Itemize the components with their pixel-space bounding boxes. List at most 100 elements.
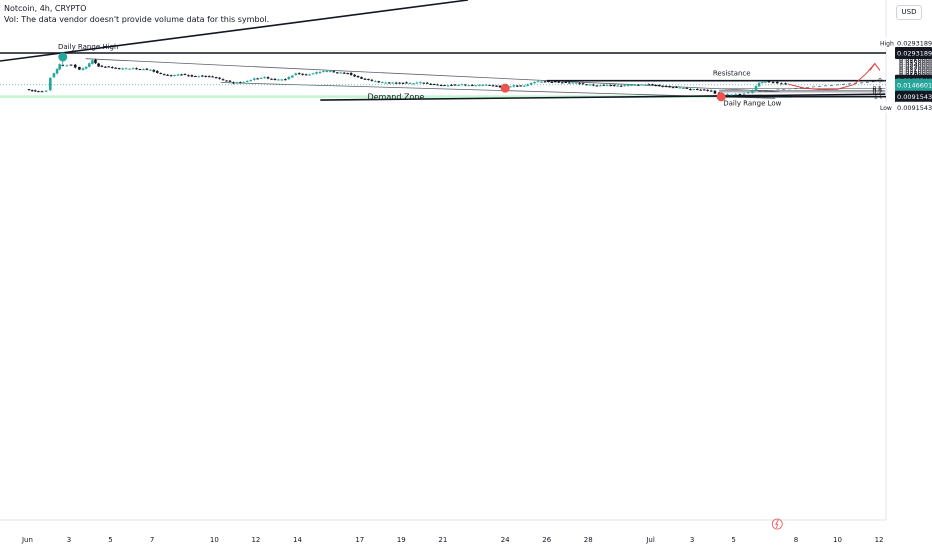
candle-body bbox=[311, 73, 315, 75]
currency-button[interactable]: USD bbox=[896, 5, 922, 20]
candle-body bbox=[664, 86, 668, 88]
candle-body bbox=[155, 71, 159, 73]
candle-body bbox=[429, 83, 433, 85]
candle-body bbox=[578, 83, 581, 85]
daily-high-price-bg bbox=[895, 47, 932, 59]
candle-body bbox=[640, 84, 644, 86]
candle-body bbox=[592, 84, 595, 86]
candle-body bbox=[692, 88, 696, 90]
x-tick-label: 5 bbox=[108, 536, 112, 544]
candle-body bbox=[661, 85, 664, 87]
candle-body bbox=[457, 84, 460, 86]
candle-body bbox=[194, 75, 197, 77]
candle-body bbox=[654, 84, 658, 86]
x-tick-label: 10 bbox=[210, 536, 219, 544]
candle-body bbox=[187, 75, 190, 77]
candle-body bbox=[609, 84, 613, 86]
candle-body bbox=[69, 64, 73, 66]
low-price-value: 0.0091543 bbox=[897, 104, 932, 112]
wedge-upper-line bbox=[85, 58, 780, 93]
candle-body bbox=[58, 64, 61, 70]
candle-body bbox=[180, 74, 183, 76]
candle-body bbox=[398, 82, 401, 84]
candle-body bbox=[405, 82, 408, 84]
candle-body bbox=[256, 78, 259, 80]
candle-body bbox=[605, 84, 609, 86]
candle-body bbox=[581, 83, 585, 85]
candle-body bbox=[27, 89, 31, 91]
x-tick-label: 26 bbox=[542, 536, 551, 544]
candle-body bbox=[40, 91, 44, 93]
daily-range-high-label: Daily Range High bbox=[58, 43, 118, 51]
lightning-icon-glyph bbox=[775, 519, 779, 529]
candle-body bbox=[671, 87, 675, 89]
candle-body bbox=[619, 85, 623, 87]
candle-body bbox=[498, 85, 502, 88]
candle-body bbox=[78, 66, 81, 70]
candle-body bbox=[477, 84, 481, 86]
candle-body bbox=[245, 80, 249, 82]
candle-body bbox=[30, 90, 34, 92]
resistance-label: Resistance bbox=[713, 70, 751, 78]
candle-body bbox=[633, 84, 637, 86]
candle-body bbox=[550, 81, 554, 83]
candle-body bbox=[232, 82, 235, 84]
candle-body bbox=[104, 66, 107, 68]
candle-body bbox=[149, 69, 152, 71]
fib-trend-line bbox=[752, 80, 886, 93]
x-tick-label: 19 bbox=[397, 536, 406, 544]
candle-body bbox=[124, 68, 128, 70]
candle-body bbox=[644, 84, 647, 86]
candle-body bbox=[114, 67, 118, 69]
candle-body bbox=[574, 82, 578, 84]
y-tick-label: 0.0210000 bbox=[899, 68, 932, 76]
candle-body bbox=[228, 80, 232, 82]
x-tick-label: 5 bbox=[731, 536, 735, 544]
candle-body bbox=[197, 76, 201, 78]
candle-body bbox=[44, 90, 48, 92]
candle-body bbox=[470, 85, 474, 87]
x-tick-label: 8 bbox=[794, 536, 798, 544]
candle-body bbox=[117, 68, 121, 70]
daily-low-price-value: 0.0091543 bbox=[897, 93, 932, 101]
candle-body bbox=[315, 72, 318, 74]
candle-body bbox=[49, 77, 52, 91]
candle-body bbox=[363, 78, 367, 80]
candle-body bbox=[128, 68, 131, 70]
lightning-icon bbox=[771, 518, 783, 530]
candle-body bbox=[121, 68, 124, 70]
candle-body bbox=[367, 78, 370, 80]
candle-body bbox=[754, 86, 758, 91]
candle-body bbox=[169, 75, 173, 77]
demand-zone-label: Demand Zone bbox=[367, 93, 424, 102]
candle-body bbox=[290, 75, 294, 78]
candle-body bbox=[91, 60, 94, 64]
low-price-tag: Low bbox=[880, 105, 892, 112]
candle-body bbox=[270, 78, 273, 80]
x-tick-label: 17 bbox=[355, 536, 364, 544]
candle-body bbox=[87, 63, 91, 67]
candle-body bbox=[162, 74, 166, 76]
candle-body bbox=[211, 76, 214, 78]
candle-body bbox=[695, 88, 699, 90]
candle-body bbox=[412, 83, 415, 85]
candle-body bbox=[536, 81, 540, 83]
high-price-value: 0.0293189 bbox=[897, 40, 932, 48]
candle-body bbox=[273, 78, 277, 81]
candle-body bbox=[522, 85, 526, 87]
candle-body bbox=[94, 59, 97, 64]
candle-body bbox=[235, 82, 239, 84]
candle-body bbox=[637, 84, 640, 86]
candle-body bbox=[37, 91, 40, 93]
candle-body bbox=[571, 82, 574, 84]
high-price-bg bbox=[895, 37, 932, 49]
candle-body bbox=[425, 82, 429, 84]
candle-body bbox=[495, 85, 498, 87]
candle-body bbox=[55, 68, 59, 74]
candle-body bbox=[166, 74, 169, 76]
candle-body bbox=[623, 85, 626, 87]
candle-body bbox=[443, 85, 446, 87]
candle-body bbox=[730, 94, 733, 96]
daily-low-price-bg bbox=[895, 90, 932, 103]
